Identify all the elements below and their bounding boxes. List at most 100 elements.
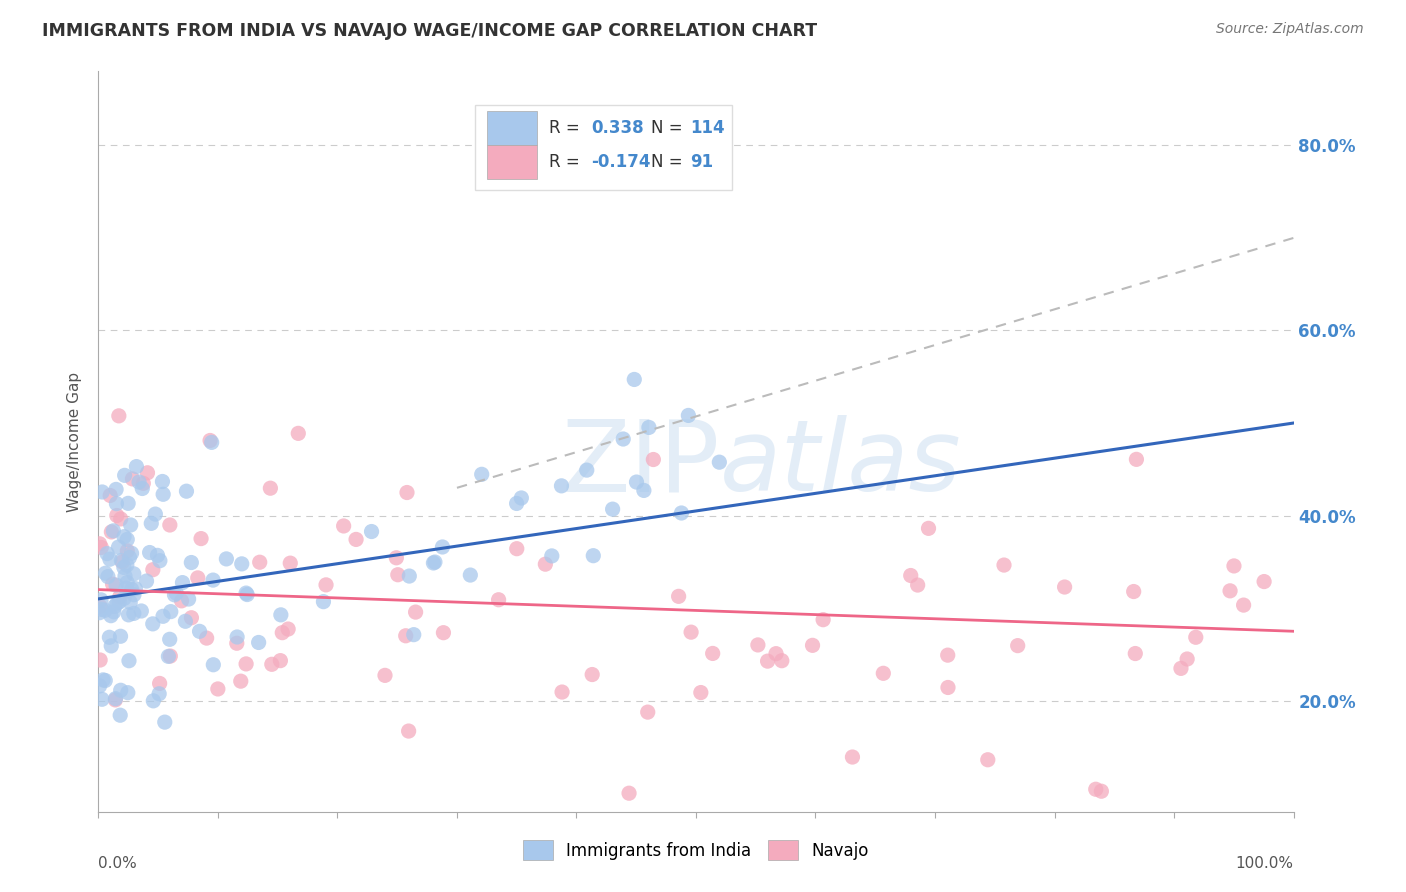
Point xyxy=(97,569,120,583)
Point xyxy=(747,638,769,652)
Point xyxy=(811,613,834,627)
Point xyxy=(917,521,939,535)
Point xyxy=(278,556,301,570)
Point xyxy=(395,485,418,500)
Point xyxy=(643,452,665,467)
Point xyxy=(1007,639,1029,653)
Point xyxy=(105,497,128,511)
Point xyxy=(398,724,420,739)
Point xyxy=(195,631,218,645)
Point xyxy=(977,753,1000,767)
Point xyxy=(159,518,181,533)
Point xyxy=(153,715,176,730)
Point xyxy=(136,466,159,480)
Text: 100.0%: 100.0% xyxy=(1236,856,1294,871)
Point xyxy=(841,750,863,764)
Point xyxy=(315,578,337,592)
Point xyxy=(602,502,624,516)
FancyBboxPatch shape xyxy=(475,104,733,190)
Point xyxy=(103,524,125,538)
Point xyxy=(105,596,128,610)
Point xyxy=(277,622,299,636)
Point xyxy=(1122,584,1144,599)
Text: R =: R = xyxy=(548,120,585,137)
Point xyxy=(626,475,648,489)
Point xyxy=(387,567,409,582)
Point xyxy=(202,573,225,587)
Point xyxy=(510,491,533,505)
Point xyxy=(163,588,186,602)
Point xyxy=(98,552,121,566)
Point xyxy=(112,560,135,574)
Point xyxy=(287,426,309,441)
Point xyxy=(702,647,724,661)
Point xyxy=(1175,652,1198,666)
Point xyxy=(259,481,281,495)
Point xyxy=(121,546,143,560)
Point xyxy=(91,485,114,500)
Point xyxy=(115,558,138,572)
Point xyxy=(247,635,270,649)
Point xyxy=(180,611,202,625)
Point xyxy=(260,657,283,672)
Text: N =: N = xyxy=(651,120,688,137)
Text: IMMIGRANTS FROM INDIA VS NAVAJO WAGE/INCOME GAP CORRELATION CHART: IMMIGRANTS FROM INDIA VS NAVAJO WAGE/INC… xyxy=(42,22,817,40)
Point xyxy=(98,630,121,644)
Point xyxy=(112,530,135,544)
Point xyxy=(107,540,129,554)
Point xyxy=(105,508,128,523)
Point xyxy=(131,604,153,618)
Point xyxy=(152,475,174,489)
Point xyxy=(671,506,693,520)
Point xyxy=(100,524,122,539)
Point xyxy=(423,555,446,569)
Point xyxy=(460,568,482,582)
Point xyxy=(108,708,131,723)
Point xyxy=(225,636,247,650)
Point xyxy=(612,432,634,446)
Point xyxy=(89,599,111,614)
Point xyxy=(207,681,229,696)
Point xyxy=(344,533,367,547)
Point xyxy=(534,557,557,571)
Point xyxy=(115,575,138,590)
Point xyxy=(637,705,659,719)
Point xyxy=(1253,574,1275,589)
Text: ZIP: ZIP xyxy=(561,416,720,512)
Point xyxy=(1053,580,1076,594)
Point xyxy=(135,574,157,588)
Point xyxy=(405,605,427,619)
Y-axis label: Wage/Income Gap: Wage/Income Gap xyxy=(67,371,83,512)
Point xyxy=(125,459,148,474)
Point xyxy=(385,550,408,565)
Point xyxy=(101,577,124,591)
Point xyxy=(1223,558,1246,573)
Point xyxy=(190,532,212,546)
Point xyxy=(157,649,180,664)
Point xyxy=(235,586,257,600)
Legend: Immigrants from India, Navajo: Immigrants from India, Navajo xyxy=(516,834,876,866)
Point xyxy=(872,666,894,681)
Point xyxy=(105,578,128,592)
Point xyxy=(270,607,292,622)
Point xyxy=(360,524,382,539)
Point xyxy=(145,507,167,521)
Point xyxy=(118,654,141,668)
Point xyxy=(114,468,136,483)
Point xyxy=(581,667,603,681)
Point xyxy=(936,681,959,695)
Point xyxy=(170,594,193,608)
Point xyxy=(114,569,136,583)
Point xyxy=(1084,782,1107,797)
Point xyxy=(117,607,139,622)
Point xyxy=(505,496,527,510)
Point xyxy=(271,625,294,640)
Point xyxy=(229,674,252,689)
Point xyxy=(582,549,605,563)
Point xyxy=(124,582,146,596)
Point xyxy=(90,602,112,616)
Point xyxy=(165,586,187,600)
Text: -0.174: -0.174 xyxy=(591,153,651,171)
Point xyxy=(1233,598,1256,612)
Point xyxy=(90,592,112,607)
